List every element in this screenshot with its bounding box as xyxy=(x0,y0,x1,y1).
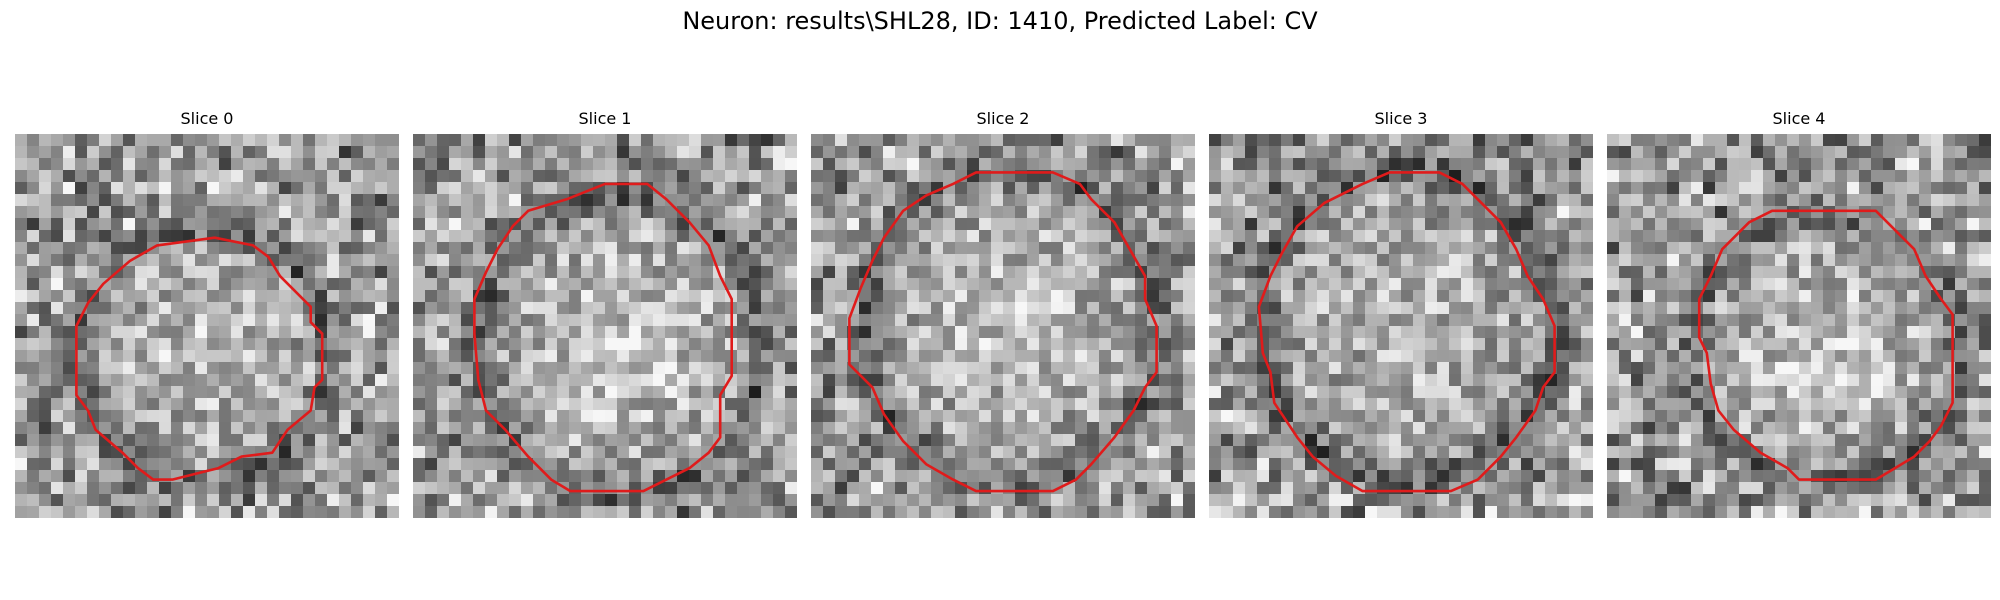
pixel-grid xyxy=(811,134,1195,518)
slice-image-1 xyxy=(413,134,797,518)
slice-image-2 xyxy=(811,134,1195,518)
segmentation-contour xyxy=(473,182,734,493)
slice-title-0: Slice 0 xyxy=(180,109,234,128)
segmentation-contour xyxy=(1697,209,1954,481)
pixel-grid xyxy=(1209,134,1593,518)
figure-title: Neuron: results\SHL28, ID: 1410, Predict… xyxy=(682,7,1318,35)
pixel-grid xyxy=(1607,134,1991,518)
slice-title-1: Slice 1 xyxy=(578,109,632,128)
pixel-grid xyxy=(15,134,399,518)
segmentation-contour xyxy=(75,236,324,481)
slice-image-0 xyxy=(15,134,399,518)
slice-title-4: Slice 4 xyxy=(1772,109,1826,128)
segmentation-contour xyxy=(848,171,1158,493)
slice-title-2: Slice 2 xyxy=(976,109,1030,128)
pixel-grid xyxy=(413,134,797,518)
slice-image-4 xyxy=(1607,134,1991,518)
slice-image-3 xyxy=(1209,134,1593,518)
slice-title-3: Slice 3 xyxy=(1374,109,1428,128)
segmentation-contour xyxy=(1257,171,1556,493)
